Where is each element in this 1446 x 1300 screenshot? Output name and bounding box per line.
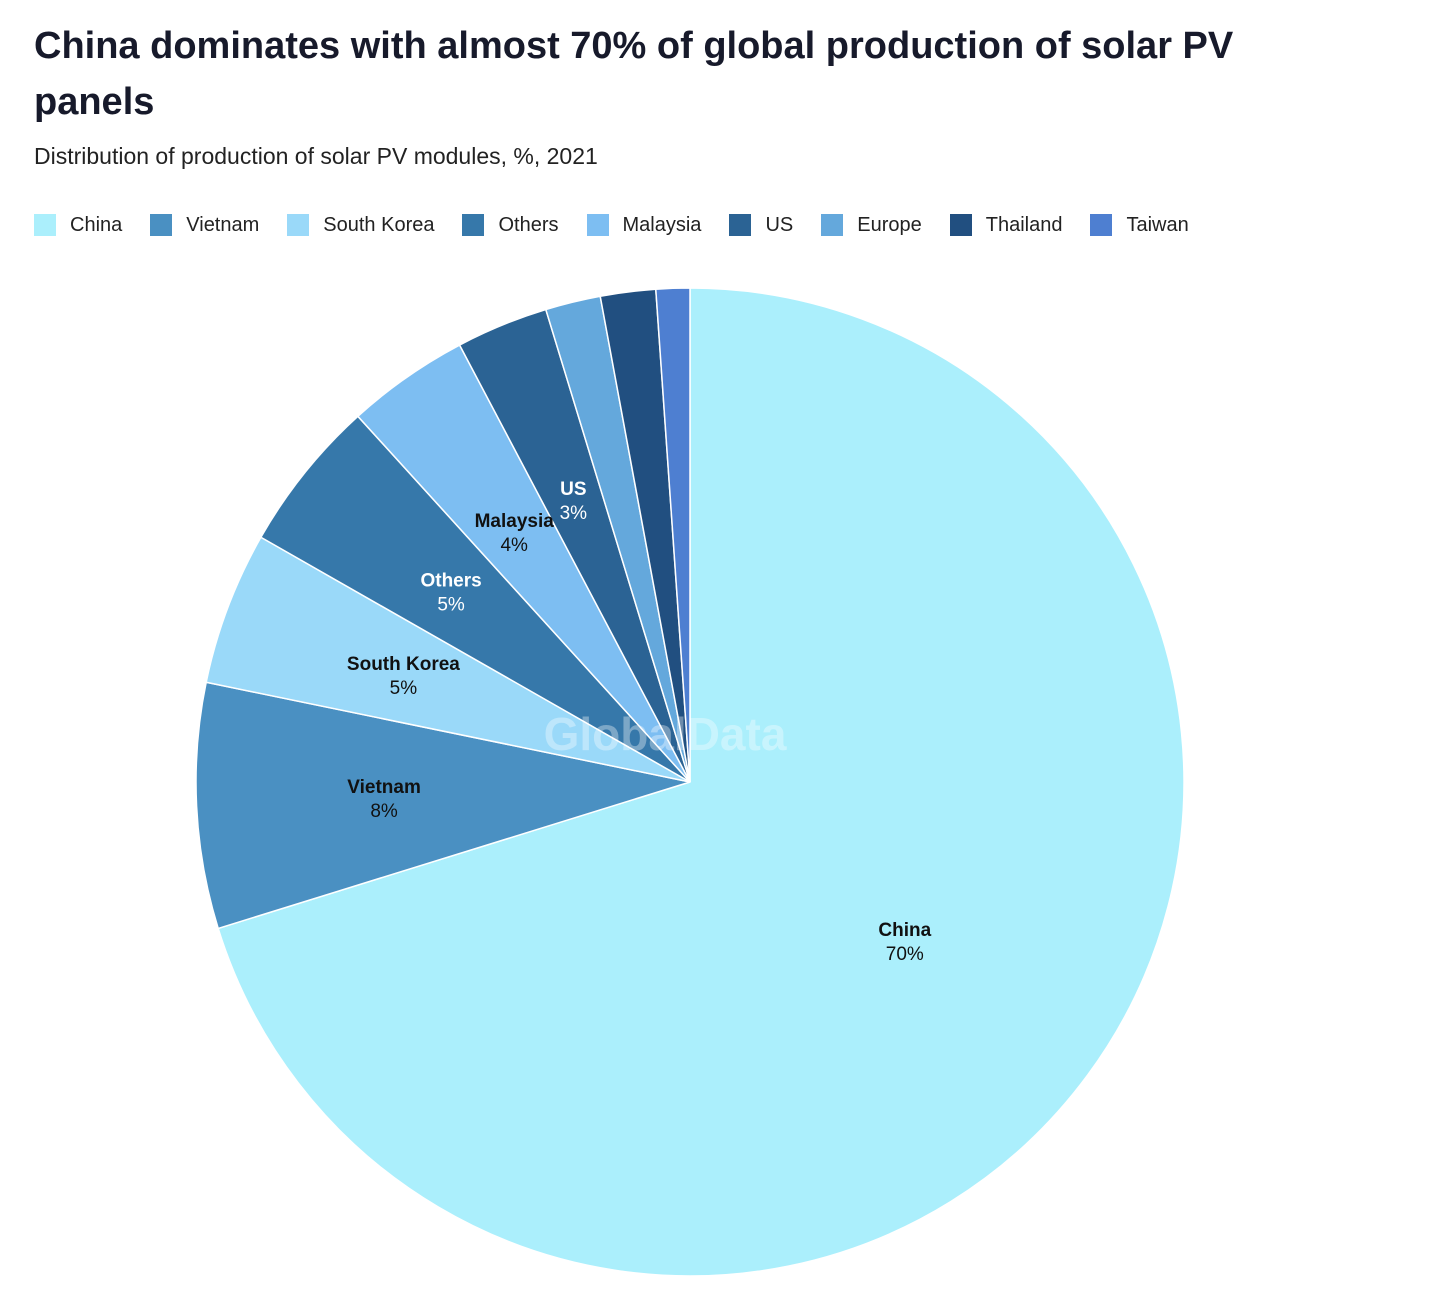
legend-swatch <box>287 214 310 236</box>
slice-label-value-others: 5% <box>437 594 465 615</box>
legend-label: China <box>70 213 123 236</box>
slice-label-name-others: Others <box>420 570 481 591</box>
legend-label: Vietnam <box>186 213 260 236</box>
slice-label-value-malaysia: 4% <box>500 535 528 556</box>
legend-label: Others <box>498 213 559 236</box>
legend-label: Thailand <box>985 213 1063 236</box>
slice-label-name-china: China <box>878 920 931 941</box>
pie-labels: China 70% Vietnam 8% South Korea 5% Others 5% Ma… <box>347 479 932 965</box>
chart-subtitle: Distribution of production of solar PV m… <box>34 143 598 169</box>
slice-label-name-south-korea: South Korea <box>347 654 460 675</box>
pie-slice-vietnam[interactable] <box>195 681 691 930</box>
pie-slice-taiwan[interactable] <box>654 287 691 783</box>
watermark: GlobalData <box>544 708 787 760</box>
legend-item-taiwan[interactable]: Taiwan <box>1090 213 1189 237</box>
legend-swatch <box>821 214 844 236</box>
legend-item-vietnam[interactable]: Vietnam <box>150 214 259 237</box>
chart-title: China dominates with almost 70% of globa… <box>34 25 1234 123</box>
legend-item-europe[interactable]: Europe <box>821 214 922 237</box>
legend-item-others[interactable]: Others <box>462 213 559 237</box>
slice-label-value-us: 3% <box>560 503 588 524</box>
pie-slice-others[interactable] <box>259 415 691 783</box>
slice-label-name-malaysia: Malaysia <box>475 511 555 532</box>
legend-item-thailand[interactable]: Thailand <box>949 213 1063 237</box>
legend-item-us[interactable]: US <box>729 214 793 237</box>
pie-slice-south-korea[interactable] <box>205 536 691 783</box>
slice-label-value-china: 70% <box>886 944 924 965</box>
legend-item-south-korea[interactable]: South Korea <box>287 214 434 237</box>
legend-label: Europe <box>857 213 922 236</box>
slice-label-value-vietnam: 8% <box>370 801 398 822</box>
slice-label-name-us: US <box>560 479 586 500</box>
slice-label-name-vietnam: Vietnam <box>347 777 421 798</box>
legend-swatch <box>1090 214 1113 236</box>
pie-slices <box>195 287 1185 1277</box>
pie-slice-china[interactable] <box>217 287 1185 1277</box>
legend-label: US <box>765 213 794 236</box>
legend-swatch <box>586 214 609 236</box>
legend-label: South Korea <box>323 213 435 236</box>
slice-label-value-south-korea: 5% <box>390 678 418 699</box>
chart-legend: China Vietnam South Korea Others Malaysia US E… <box>34 210 1217 240</box>
legend-swatch <box>150 214 173 236</box>
legend-swatch <box>949 214 972 236</box>
legend-swatch <box>729 214 752 236</box>
legend-label: Taiwan <box>1126 213 1189 236</box>
legend-swatch <box>462 214 485 236</box>
legend-swatch <box>34 214 56 236</box>
legend-label: Malaysia <box>622 213 702 236</box>
legend-item-malaysia[interactable]: Malaysia <box>586 213 702 237</box>
legend-item-china[interactable]: China <box>34 214 122 237</box>
